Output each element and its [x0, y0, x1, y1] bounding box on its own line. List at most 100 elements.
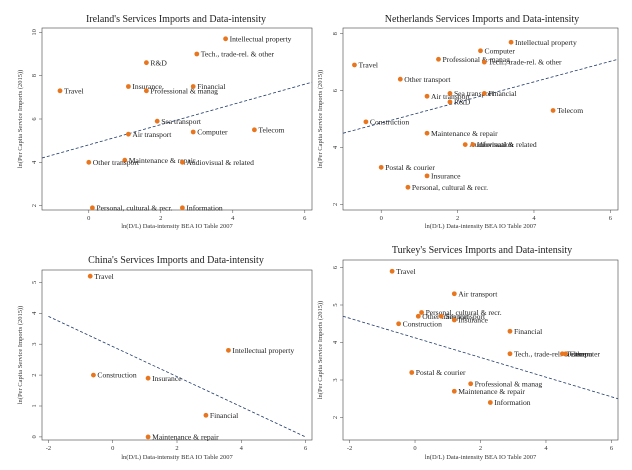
x-tick-label: 6	[303, 215, 307, 222]
y-tick-label: 2	[332, 416, 339, 419]
data-point	[436, 56, 441, 62]
trend-line	[48, 316, 306, 438]
trend-line	[41, 81, 313, 159]
data-point-label: Professional & manag	[150, 86, 218, 95]
x-tick-label: 0	[380, 215, 383, 222]
data-point	[451, 291, 457, 297]
data-point-label: Maintenance & repair	[129, 156, 196, 165]
y-tick-label: 0	[31, 435, 38, 438]
data-point	[389, 268, 395, 274]
x-tick-label: 4	[532, 215, 536, 222]
data-point-label: Other transport	[93, 158, 140, 167]
data-point	[125, 131, 131, 137]
data-point	[194, 51, 200, 57]
trend-line	[342, 58, 619, 134]
data-point-label: Information	[186, 203, 222, 212]
data-point-label: Personal, cultural & recr.	[96, 203, 172, 212]
y-tick-label: 4	[31, 311, 38, 315]
data-point	[415, 313, 421, 319]
data-point	[252, 127, 257, 133]
data-point	[481, 91, 487, 96]
data-point-label: Insurance	[132, 82, 162, 91]
x-tick-label: -2	[46, 445, 51, 452]
data-point-label: Intellectual property	[230, 34, 292, 43]
y-tick-label: 4	[31, 160, 38, 164]
y-tick-label: 4	[332, 340, 339, 344]
data-point-label: R&D	[150, 58, 167, 67]
data-point	[397, 76, 403, 82]
data-point	[478, 48, 483, 54]
x-tick-label: 4	[544, 445, 548, 452]
data-point-label: Audiovisual & related	[469, 140, 537, 149]
data-point-label: Computer	[570, 349, 601, 358]
data-point	[203, 412, 209, 418]
data-point-label: Financial	[514, 327, 542, 336]
data-point-label: Maintenance & repair	[152, 433, 219, 442]
plot-frame	[342, 27, 619, 211]
x-tick-label: -2	[347, 445, 352, 452]
data-point	[409, 370, 415, 375]
data-point	[462, 142, 468, 147]
y-tick-label: 1	[31, 404, 38, 407]
data-point	[154, 118, 160, 124]
x-tick-label: 4	[231, 215, 235, 222]
data-point-label: Tech., trade-rel. & other	[201, 50, 275, 59]
data-point-label: Intellectual property	[232, 346, 294, 355]
chart-panel-ireland: Ireland's Services Imports and Data-inte…	[17, 14, 313, 230]
data-point	[419, 310, 424, 315]
x-tick-label: 6	[609, 215, 613, 222]
data-point-label: Air transport	[431, 92, 471, 101]
data-point-label: Insurance	[458, 316, 488, 325]
data-point-label: Maintenance & repair	[431, 129, 498, 138]
data-point	[352, 62, 357, 68]
chart-title: Ireland's Services Imports and Data-inte…	[86, 14, 266, 25]
data-point-label: Other transport	[422, 312, 469, 321]
data-point	[447, 91, 453, 96]
x-axis-label: ln(D/L) Data-intensity BEA IO Table 2007	[425, 454, 537, 461]
data-point	[507, 351, 513, 357]
trend-line	[342, 315, 619, 400]
x-axis-label: ln(D/L) Data-intensity BEA IO Table 2007	[425, 223, 537, 230]
data-point-label: Financial	[197, 82, 225, 91]
x-tick-label: 6	[304, 445, 308, 452]
x-tick-label: 2	[456, 215, 459, 222]
data-point-label: Personal, cultural & recr.	[426, 308, 502, 317]
data-point-label: Intellectual property	[515, 38, 577, 47]
chart-title: Netherlands Services Imports and Data-in…	[385, 14, 579, 25]
y-axis-label: ln(Per Capita Service Imports (2015))	[17, 306, 24, 405]
data-point-label: Travel	[64, 86, 84, 95]
x-tick-label: 2	[175, 445, 178, 452]
chart-title: Turkey's Services Imports and Data-inten…	[392, 245, 572, 256]
data-point	[223, 36, 229, 42]
data-point-label: Travel	[94, 272, 114, 281]
y-tick-label: 2	[31, 204, 38, 207]
data-point-label: Air transport	[458, 289, 498, 298]
data-point-label: Construction	[403, 319, 442, 328]
data-point	[424, 173, 430, 179]
data-point-label: Insurance	[152, 374, 182, 383]
data-point-label: Tech., trade-rel. & other	[514, 349, 588, 358]
data-point	[145, 375, 151, 381]
data-point-label: Personal, cultural & recr.	[412, 183, 488, 192]
data-point-label: Other transport	[404, 75, 451, 84]
data-point	[122, 157, 128, 163]
data-point	[396, 321, 402, 327]
x-tick-label: 0	[111, 445, 114, 452]
data-point-label: Tech., trade-rel. & other	[488, 58, 562, 67]
data-point	[190, 129, 196, 135]
data-point	[87, 273, 93, 279]
data-point-label: Sea transport	[445, 312, 486, 321]
y-tick-label: 6	[332, 265, 339, 269]
data-point-label: Information	[494, 398, 530, 407]
data-point-label: Maintenance & repair	[458, 387, 525, 396]
data-point-label: Information	[477, 140, 513, 149]
data-point	[226, 347, 231, 353]
data-point-label: Professional & manag	[475, 379, 543, 388]
data-point-label: Computer	[197, 128, 228, 137]
data-point-label: Financial	[210, 411, 238, 420]
chart-title: China's Services Imports and Data-intens…	[88, 255, 264, 266]
x-axis-label: ln(D/L) Data-intensity BEA IO Table 2007	[121, 223, 233, 230]
data-point	[451, 317, 457, 323]
y-tick-label: 3	[332, 378, 339, 381]
